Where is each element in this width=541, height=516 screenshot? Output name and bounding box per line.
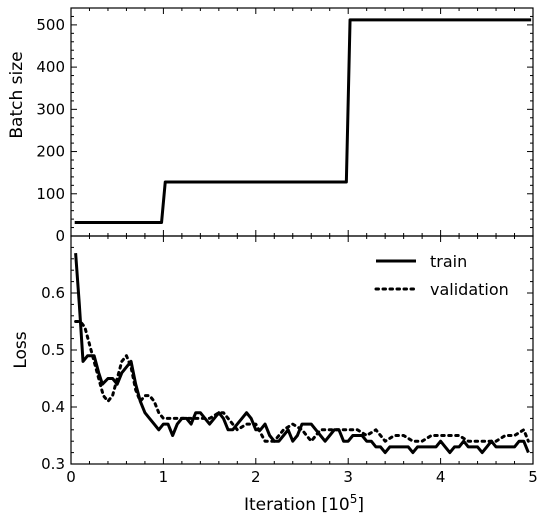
legend: train validation (374, 252, 509, 299)
x-tick-label: 0 (66, 468, 76, 486)
y-tick-label: 0.5 (41, 341, 65, 359)
iteration-axis-label-text: Iteration [10 (244, 495, 350, 515)
iteration-axis-label-exponent: 5 (350, 492, 358, 506)
legend-train-label: train (430, 252, 467, 271)
iteration-axis-label: Iteration [105] (244, 492, 364, 515)
y-tick-label: 0.3 (41, 455, 65, 473)
iteration-axis-label-end: ] (357, 495, 364, 515)
y-tick-label: 300 (36, 100, 65, 118)
x-tick-label: 5 (528, 468, 538, 486)
batch-size-panel: 0 100 200 300 400 500 (36, 7, 534, 245)
loss-panel: 0 1 2 3 4 5 0.3 0.4 0.5 0.6 (41, 235, 538, 486)
y-tick-label: 100 (36, 185, 65, 203)
series-line-validation (74, 320, 530, 443)
loss-axis-label: Loss (11, 331, 31, 368)
x-tick-label: 4 (436, 468, 446, 486)
y-tick-label: 500 (36, 16, 65, 34)
y-tick-label: 0 (55, 227, 65, 245)
legend-validation-label: validation (430, 280, 509, 299)
y-tick-label: 0.4 (41, 398, 65, 416)
panel-frame (70, 7, 534, 237)
batch-size-axis-label: Batch size (7, 51, 27, 138)
series-line-series-0 (74, 18, 532, 224)
x-tick-label: 3 (343, 468, 353, 486)
x-tick-label: 1 (159, 468, 169, 486)
y-tick-label: 400 (36, 58, 65, 76)
y-tick-label: 200 (36, 143, 65, 161)
x-tick-label: 2 (251, 468, 261, 486)
series-line-train (74, 252, 530, 455)
y-tick-label: 0.6 (41, 284, 65, 302)
